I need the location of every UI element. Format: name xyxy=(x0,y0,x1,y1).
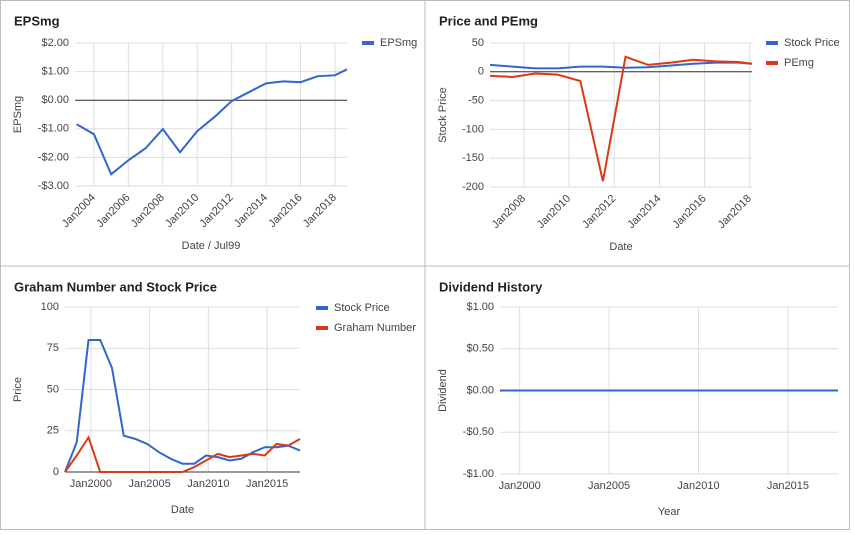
y-tick-label: 50 xyxy=(47,383,59,395)
x-tick-label: Jan2016 xyxy=(670,193,708,231)
y-tick-label: $0.00 xyxy=(466,384,494,396)
legend-swatch xyxy=(766,41,778,45)
y-tick-label: 75 xyxy=(47,342,59,354)
series-line xyxy=(64,435,301,473)
x-tick-label: Jan2018 xyxy=(301,192,339,230)
x-tick-label: Jan2010 xyxy=(535,193,573,231)
x-tick-label: Jan2014 xyxy=(232,192,270,230)
x-axis-label: Date / Jul99 xyxy=(182,240,241,252)
x-tick-label: Jan2004 xyxy=(60,192,98,230)
x-tick-label: Jan2000 xyxy=(499,480,541,492)
x-tick-label: Jan2016 xyxy=(266,192,304,230)
x-tick-label: Jan2005 xyxy=(128,478,170,490)
x-tick-label: Jan2000 xyxy=(70,478,112,490)
series-line xyxy=(489,55,753,182)
series-line xyxy=(489,61,753,70)
x-tick-label: Jan2012 xyxy=(580,193,618,231)
x-tick-label: Jan2018 xyxy=(716,193,754,231)
y-tick-label: $0.00 xyxy=(41,94,69,106)
chart-title: Graham Number and Stock Price xyxy=(14,279,217,294)
legend-label: Graham Number xyxy=(334,322,416,334)
legend-swatch xyxy=(316,306,328,310)
legend-swatch xyxy=(316,326,328,330)
y-tick-label: 25 xyxy=(47,425,59,437)
y-axis-label: Stock Price xyxy=(437,87,449,143)
chart-title: EPSmg xyxy=(14,13,60,28)
x-tick-label: Jan2015 xyxy=(246,478,288,490)
y-tick-label: -$3.00 xyxy=(38,180,69,192)
x-axis-label: Date xyxy=(609,241,632,253)
y-tick-label: -$1.00 xyxy=(463,468,494,480)
legend-label: PEmg xyxy=(784,57,814,69)
legend-label: Stock Price xyxy=(784,37,840,49)
x-axis-label: Year xyxy=(658,506,681,518)
x-tick-label: Jan2010 xyxy=(163,192,201,230)
x-tick-label: Jan2010 xyxy=(677,480,719,492)
series-line xyxy=(64,339,301,473)
chart-title: Price and PEmg xyxy=(439,13,538,28)
y-tick-label: 50 xyxy=(472,37,484,49)
y-axis-label: EPSmg xyxy=(12,96,24,133)
y-tick-label: $2.00 xyxy=(41,37,69,49)
x-tick-label: Jan2012 xyxy=(197,192,235,230)
y-tick-label: 0 xyxy=(478,66,484,78)
x-tick-label: Jan2005 xyxy=(588,480,630,492)
y-tick-label: -200 xyxy=(462,181,484,193)
series-line xyxy=(76,68,348,176)
x-tick-label: Jan2008 xyxy=(490,193,528,231)
x-tick-label: Jan2014 xyxy=(625,193,663,231)
y-tick-label: $1.00 xyxy=(466,301,494,313)
y-tick-label: 100 xyxy=(41,301,59,313)
legend-swatch xyxy=(766,61,778,65)
x-axis-label: Date xyxy=(171,504,194,516)
x-tick-label: Jan2010 xyxy=(187,478,229,490)
y-axis-label: Dividend xyxy=(437,369,449,412)
x-tick-label: Jan2008 xyxy=(129,192,167,230)
y-tick-label: -50 xyxy=(468,95,484,107)
x-tick-label: Jan2015 xyxy=(767,480,809,492)
y-tick-label: 0 xyxy=(53,466,59,478)
y-tick-label: -150 xyxy=(462,152,484,164)
y-tick-label: $1.00 xyxy=(41,66,69,78)
y-tick-label: -100 xyxy=(462,123,484,135)
y-tick-label: -$2.00 xyxy=(38,151,69,163)
y-tick-label: -$0.50 xyxy=(463,426,494,438)
y-axis-label: Price xyxy=(12,377,24,402)
x-tick-label: Jan2006 xyxy=(94,192,132,230)
y-tick-label: $0.50 xyxy=(466,343,494,355)
legend-label: Stock Price xyxy=(334,302,390,314)
legend-swatch xyxy=(362,41,374,45)
legend-label: EPSmg xyxy=(380,37,417,49)
chart-title: Dividend History xyxy=(439,279,543,294)
y-tick-label: -$1.00 xyxy=(38,123,69,135)
